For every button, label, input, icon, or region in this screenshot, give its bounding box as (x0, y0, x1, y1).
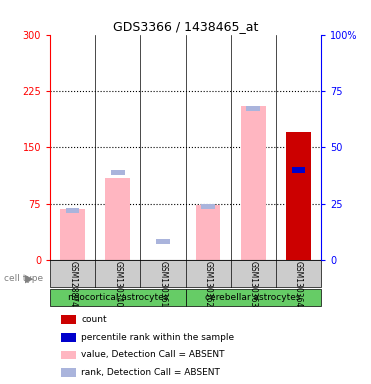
Text: percentile rank within the sample: percentile rank within the sample (81, 333, 234, 342)
Bar (61, 333, 76, 342)
Bar (61, 351, 76, 359)
Bar (196, 205, 220, 260)
Text: ▶: ▶ (25, 273, 34, 283)
Text: value, Detection Call = ABSENT: value, Detection Call = ABSENT (81, 351, 225, 359)
Bar (61, 368, 76, 377)
Text: GSM130340: GSM130340 (113, 261, 122, 307)
Text: cerebellar astrocytes: cerebellar astrocytes (206, 293, 301, 302)
Text: rank, Detection Call = ABSENT: rank, Detection Call = ABSENT (81, 368, 220, 377)
Bar (292, 167, 305, 173)
Bar (201, 204, 215, 209)
FancyBboxPatch shape (186, 289, 321, 306)
Bar (286, 132, 311, 260)
Text: cell type: cell type (4, 274, 43, 283)
Bar (111, 170, 125, 175)
Bar (241, 106, 266, 260)
Text: GSM130363: GSM130363 (249, 261, 258, 307)
Bar (66, 208, 79, 213)
Bar (246, 106, 260, 111)
Title: GDS3366 / 1438465_at: GDS3366 / 1438465_at (113, 20, 258, 33)
Text: GSM128874: GSM128874 (68, 261, 77, 307)
Text: GSM130361: GSM130361 (158, 261, 167, 307)
Bar (61, 315, 76, 324)
Bar (60, 209, 85, 260)
Text: neocortical astrocytes: neocortical astrocytes (68, 293, 168, 302)
Text: GSM130362: GSM130362 (204, 261, 213, 307)
Text: count: count (81, 315, 107, 324)
Bar (105, 177, 130, 260)
Bar (156, 239, 170, 245)
FancyBboxPatch shape (50, 289, 186, 306)
FancyBboxPatch shape (50, 260, 321, 287)
Text: GSM130364: GSM130364 (294, 261, 303, 307)
